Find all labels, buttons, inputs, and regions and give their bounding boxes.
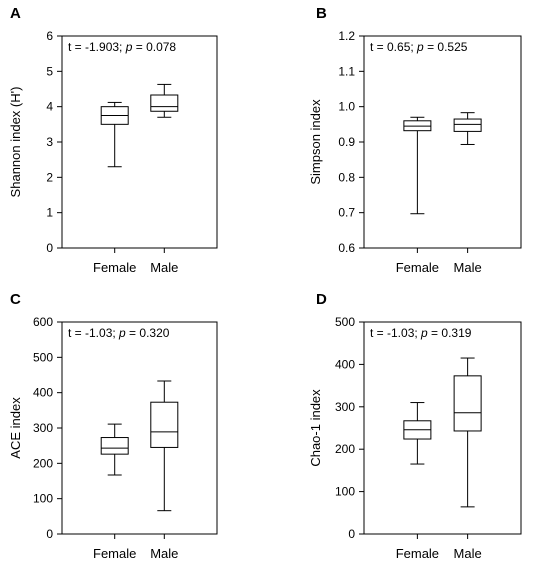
- iqr-box: [453, 375, 482, 432]
- stat-p-value: = 0.078: [132, 40, 176, 54]
- y-tick-label: 1.1: [338, 64, 355, 78]
- y-tick-label: 6: [46, 29, 53, 43]
- y-tick-label: 600: [33, 315, 53, 329]
- stat-annotation: t = -1.03; p = 0.319: [370, 326, 472, 340]
- y-tick-label: 400: [335, 357, 355, 371]
- plot-frame: [61, 35, 218, 249]
- iqr-box: [150, 94, 179, 112]
- y-tick-label: 200: [335, 442, 355, 456]
- stat-p-symbol: p: [118, 326, 126, 340]
- y-tick-label: 1.0: [338, 100, 355, 114]
- stat-t: t = -1.903;: [68, 40, 126, 54]
- iqr-box: [100, 437, 129, 455]
- panel-a: A 0 1 2 3 4 5 6 Shannon index (H') Female Male t = …: [8, 5, 218, 275]
- y-tick-label: 100: [335, 485, 355, 499]
- y-tick-label: 0: [348, 527, 355, 541]
- y-tick-label: 300: [33, 421, 53, 435]
- y-axis-label: ACE index: [8, 397, 23, 459]
- panel-b: B 0.6 0.7 0.8 0.9 1.0 1.1 1.2 Simpson index Femal…: [308, 5, 522, 275]
- panel-letter: C: [10, 291, 21, 308]
- y-axis-label: Simpson index: [308, 99, 323, 185]
- stat-p-value: = 0.320: [126, 326, 170, 340]
- x-category-label: Female: [396, 260, 439, 275]
- y-tick-label: 400: [33, 386, 53, 400]
- y-tick-label: 0: [46, 527, 53, 541]
- x-category-label: Female: [93, 546, 136, 561]
- plot-frame: [61, 321, 218, 535]
- iqr-box: [453, 118, 482, 132]
- stat-p-value: = 0.525: [424, 40, 468, 54]
- x-category-label: Male: [150, 260, 178, 275]
- stat-t: t = 0.65;: [370, 40, 417, 54]
- y-axis-label: Shannon index (H'): [8, 87, 23, 198]
- stat-t: t = -1.03;: [68, 326, 119, 340]
- panel-letter: D: [316, 291, 327, 308]
- box-male: [150, 380, 179, 512]
- y-tick-label: 1.2: [338, 29, 355, 43]
- stat-annotation: t = -1.903; p = 0.078: [68, 40, 176, 54]
- box-male: [453, 357, 482, 508]
- box-female: [100, 101, 129, 168]
- y-tick-label: 0.8: [338, 170, 355, 184]
- stat-p-symbol: p: [416, 40, 424, 54]
- y-tick-label: 300: [335, 400, 355, 414]
- x-category-label: Male: [454, 546, 482, 561]
- panel-c: C 0 100 200 300 400 500 600 ACE index Female Male t…: [8, 291, 218, 561]
- y-tick-label: 100: [33, 492, 53, 506]
- y-tick-label: 1: [46, 206, 53, 220]
- stat-annotation: t = -1.03; p = 0.320: [68, 326, 170, 340]
- y-axis-label: Chao-1 index: [308, 389, 323, 467]
- stat-p-value: = 0.319: [428, 326, 472, 340]
- box-male: [150, 83, 179, 118]
- box-female: [403, 402, 432, 465]
- y-tick-label: 0.9: [338, 135, 355, 149]
- y-tick-label: 4: [46, 100, 53, 114]
- y-tick-label: 2: [46, 170, 53, 184]
- box-female: [403, 116, 432, 215]
- y-tick-label: 200: [33, 456, 53, 470]
- panel-letter: A: [10, 5, 21, 22]
- plot-frame: [363, 321, 522, 535]
- stat-t: t = -1.03;: [370, 326, 421, 340]
- x-category-label: Male: [454, 260, 482, 275]
- y-tick-label: 0: [46, 241, 53, 255]
- stat-p-symbol: p: [420, 326, 428, 340]
- y-tick-label: 500: [33, 350, 53, 364]
- panel-letter: B: [316, 5, 327, 22]
- y-tick-label: 3: [46, 135, 53, 149]
- stat-annotation: t = 0.65; p = 0.525: [370, 40, 468, 54]
- y-tick-label: 500: [335, 315, 355, 329]
- panel-d: D 0 100 200 300 400 500 Chao-1 index Female Male t…: [308, 291, 522, 561]
- y-tick-label: 0.6: [338, 241, 355, 255]
- x-category-label: Female: [93, 260, 136, 275]
- iqr-box: [150, 401, 179, 448]
- stat-p-symbol: p: [125, 40, 133, 54]
- plot-frame: [363, 35, 522, 249]
- y-tick-label: 0.7: [338, 206, 355, 220]
- x-category-label: Male: [150, 546, 178, 561]
- box-male: [453, 112, 482, 145]
- y-tick-label: 5: [46, 64, 53, 78]
- box-female: [100, 423, 129, 476]
- x-category-label: Female: [396, 546, 439, 561]
